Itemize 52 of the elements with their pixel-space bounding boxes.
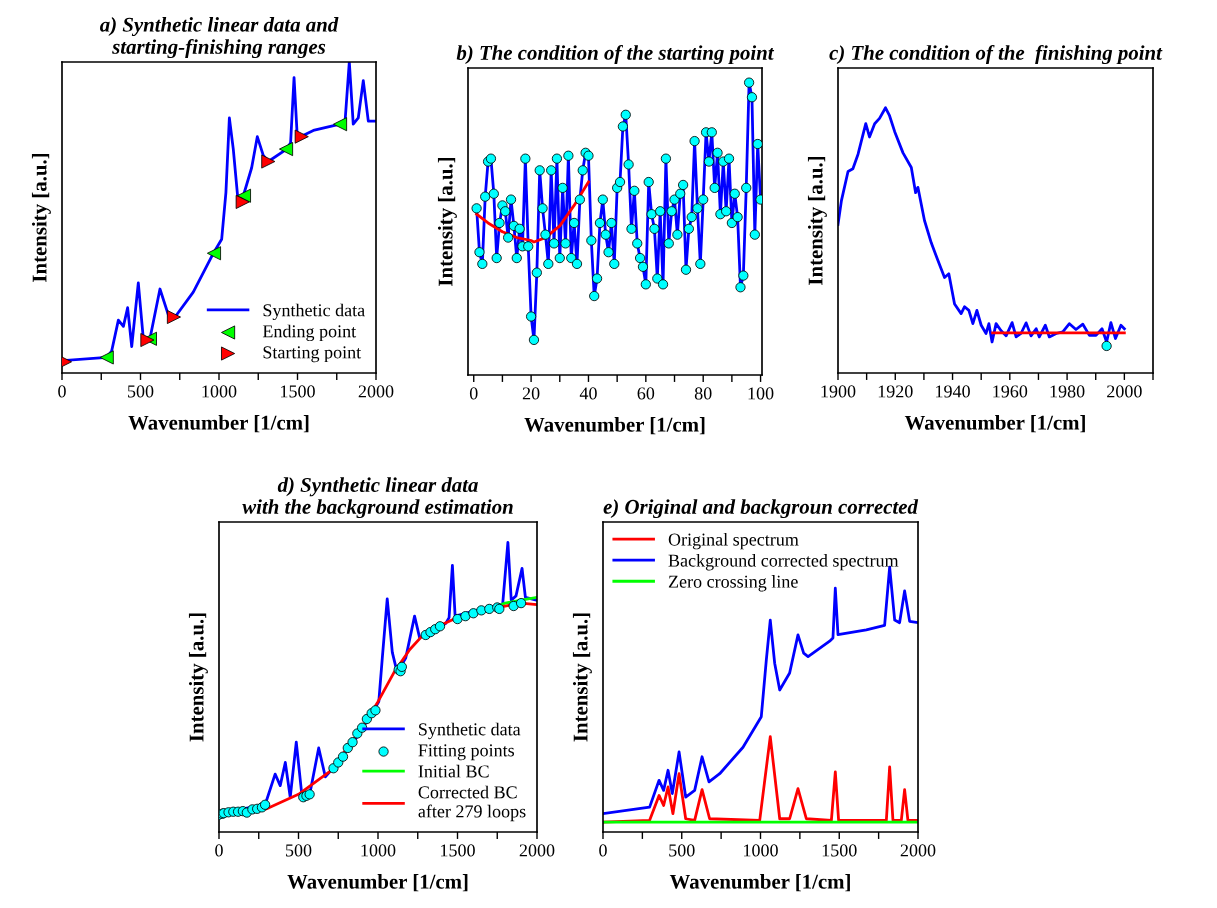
x-tick-label: 60 xyxy=(637,387,655,400)
legend-label: Synthetic data xyxy=(419,722,521,740)
legend-label: Ending point xyxy=(262,324,357,342)
x-tick-label: 1000 xyxy=(202,385,237,398)
chart-title: a) Synthetic linear data and starting-finishing ranges xyxy=(100,17,339,59)
x-tick-label: 0 xyxy=(469,387,478,400)
x-tick-label: 2000 xyxy=(358,385,394,398)
legend-label: Synthetic data xyxy=(263,303,365,321)
x-tick-label: 500 xyxy=(669,844,695,857)
y-axis-title: Intensity [a.u.] xyxy=(188,613,208,742)
x-tick-label: 1500 xyxy=(441,844,475,857)
x-axis-title: Wavenumber [1/cm] xyxy=(128,415,309,433)
legend-label: Corrected BC after 279 loops xyxy=(418,785,526,822)
x-tick-label: 500 xyxy=(128,385,154,398)
x-tick-label: 1000 xyxy=(361,844,396,857)
x-tick-label: 500 xyxy=(286,844,312,857)
x-axis-title: Wavenumber [1/cm] xyxy=(669,874,850,892)
x-tick-label: 1980 xyxy=(1050,385,1085,398)
x-tick-label: 2000 xyxy=(1107,385,1142,398)
y-axis-title: Intensity [a.u.] xyxy=(572,613,592,742)
x-tick-label: 0 xyxy=(599,844,607,857)
legend-label: Initial BC xyxy=(418,764,489,778)
x-tick-label: 2000 xyxy=(519,844,555,857)
x-tick-label: 1920 xyxy=(878,385,913,398)
x-axis-title: Wavenumber [1/cm] xyxy=(524,417,705,435)
x-tick-label: 20 xyxy=(522,387,540,400)
y-axis-title: Intensity [a.u.] xyxy=(31,153,51,282)
x-tick-label: 80 xyxy=(694,387,712,400)
legend-label: Zero crossing line xyxy=(668,575,798,592)
chart-title: d) Synthetic linear data with the background estimation xyxy=(242,477,513,519)
chart-title: b) The condition of the starting point xyxy=(456,45,775,65)
x-tick-label: 1500 xyxy=(281,385,315,398)
x-tick-label: 40 xyxy=(579,387,597,400)
legend-label: Background corrected spectrum xyxy=(668,553,899,571)
x-tick-label: 0 xyxy=(215,844,223,857)
x-tick-label: 1940 xyxy=(936,385,970,398)
x-tick-label: 1900 xyxy=(821,385,856,398)
x-tick-label: 0 xyxy=(58,385,66,398)
x-axis-title: Wavenumber [1/cm] xyxy=(904,415,1085,433)
chart-title: c) The condition of the finishing point xyxy=(829,45,1163,65)
x-tick-label: 1960 xyxy=(993,385,1028,398)
x-tick-label: 1000 xyxy=(744,844,778,857)
y-axis-title: Intensity [a.u.] xyxy=(437,157,457,286)
legend-label: Fitting points xyxy=(418,744,515,761)
chart-title: e) Original and backgroun corrected xyxy=(603,499,919,519)
x-tick-label: 2000 xyxy=(900,844,936,857)
x-axis-title: Wavenumber [1/cm] xyxy=(287,874,468,892)
legend-label: Original spectrum xyxy=(668,532,799,550)
x-tick-label: 1500 xyxy=(822,844,857,857)
x-tick-label: 100 xyxy=(748,387,774,400)
legend-label: Starting point xyxy=(263,346,362,363)
y-axis-title: Intensity [a.u.] xyxy=(807,156,827,285)
